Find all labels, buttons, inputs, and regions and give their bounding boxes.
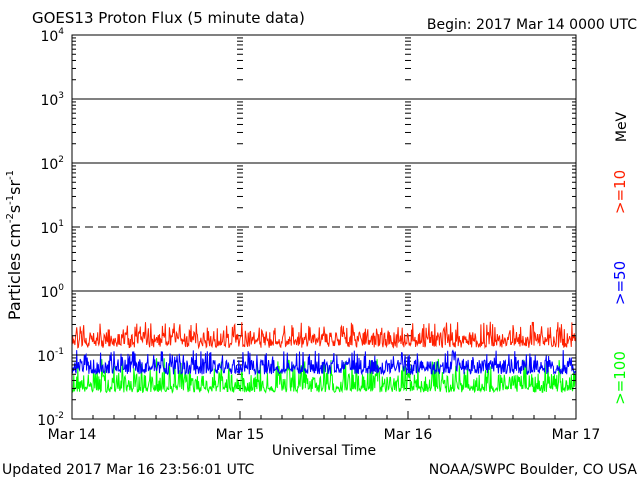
series-line <box>71 321 577 350</box>
y-tick-label: 104 <box>40 27 64 45</box>
legend: MeV >=10 >=50 >=100 <box>611 111 630 404</box>
chart-title: GOES13 Proton Flux (5 minute data) <box>32 9 305 27</box>
threshold-lines <box>72 98 576 356</box>
y-tick-label: 102 <box>40 155 64 173</box>
day-dividers <box>237 37 411 420</box>
x-axis: Mar 14 Mar 15 Mar 16 Mar 17 <box>48 411 601 443</box>
legend-unit: MeV <box>614 111 630 142</box>
credit-text: NOAA/SWPC Boulder, CO USA <box>429 462 638 478</box>
x-tick-label: Mar 16 <box>384 427 433 443</box>
x-tick-label: Mar 15 <box>216 427 265 443</box>
series-layer <box>71 321 577 394</box>
updated-timestamp: Updated 2017 Mar 16 23:56:01 UTC <box>2 462 255 478</box>
x-axis-label: Universal Time <box>272 443 376 459</box>
legend-entry: >=10 <box>611 170 629 214</box>
y-tick-label: 101 <box>40 219 64 237</box>
y-axis-label: Particles cm-2s-1sr-1 <box>5 170 24 320</box>
y-tick-label: 103 <box>40 91 64 109</box>
y-tick-label: 10-1 <box>37 347 64 365</box>
series-line <box>71 349 577 376</box>
legend-entry: >=50 <box>611 261 629 305</box>
y-tick-label: 100 <box>40 283 64 301</box>
x-tick-label: Mar 14 <box>48 427 97 443</box>
legend-entry: >=100 <box>611 351 629 405</box>
y-tick-label: 10-2 <box>37 411 64 429</box>
y-axis: 10-2 10-1 100 101 102 103 104 <box>37 27 576 429</box>
x-tick-label: Mar 17 <box>552 427 601 443</box>
begin-date: Begin: 2017 Mar 14 0000 UTC <box>427 17 637 33</box>
